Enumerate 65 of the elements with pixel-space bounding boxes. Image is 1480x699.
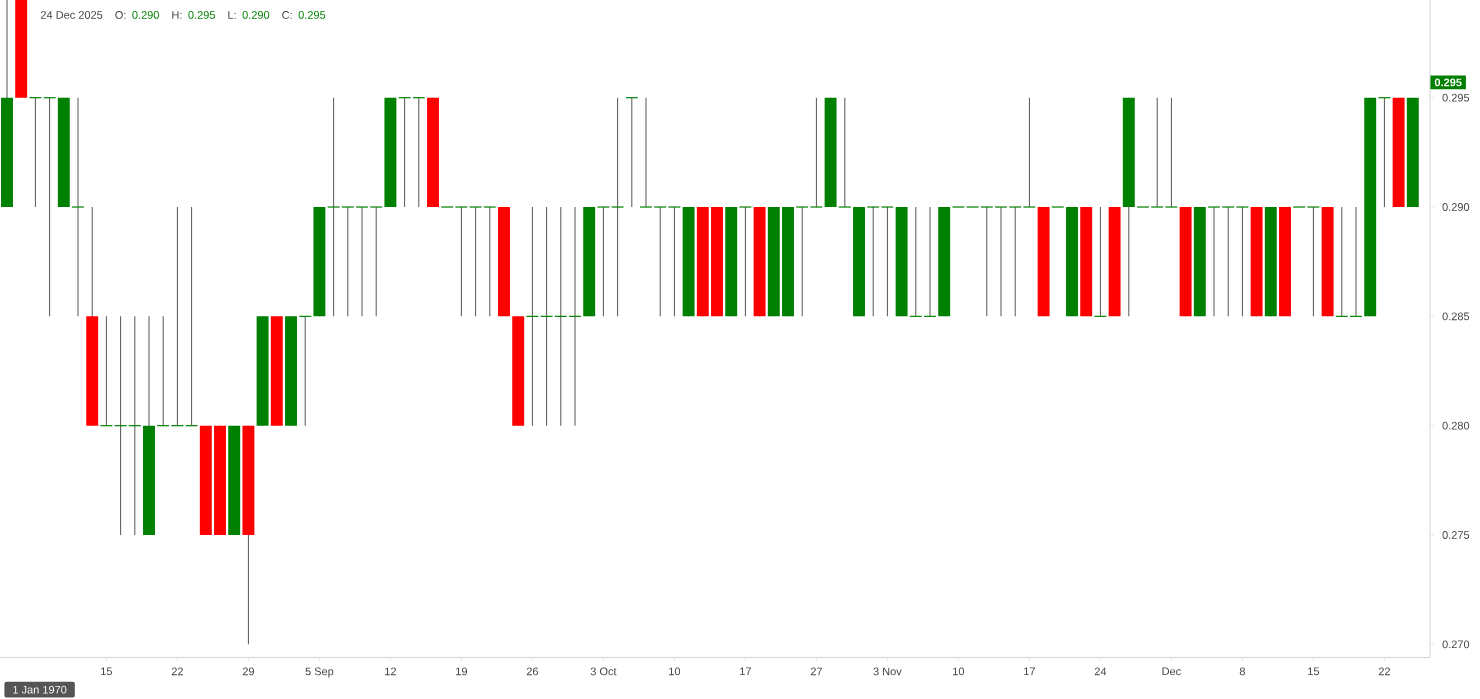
candlestick (1022, 97, 1036, 208)
y-tick-label: 0.275 (1442, 531, 1470, 539)
x-tick-label: Dec (1162, 667, 1181, 676)
candlestick (469, 206, 483, 317)
y-tick-label: 0.270 (1442, 640, 1470, 649)
candlestick (341, 206, 355, 317)
candlestick (1164, 97, 1178, 208)
annotation: L: (228, 11, 236, 19)
annotation: 0.295 (298, 11, 326, 19)
annotation: 0.290 (242, 11, 270, 19)
y-tick-label: 0.285 (1442, 312, 1470, 321)
x-tick-label: 22 (171, 667, 183, 676)
annotation: H: (172, 11, 182, 19)
x-tick-label: 3 Nov (873, 667, 902, 676)
candlestick (1150, 97, 1164, 208)
candlestick (866, 206, 880, 317)
x-tick-label: 10 (669, 667, 681, 676)
x-tick-label: 29 (242, 667, 255, 676)
candlestick (1221, 206, 1235, 317)
x-tick-label: 15 (101, 667, 113, 676)
candlestick (838, 97, 852, 208)
candlestick (639, 97, 653, 208)
x-tick-label: 17 (1024, 667, 1035, 676)
x-tick-label: 26 (526, 667, 539, 676)
annotation: O: (115, 11, 126, 19)
annotation: 0.290 (132, 11, 159, 19)
candlestick (653, 206, 667, 317)
candlestick (71, 97, 85, 317)
candlestick (611, 97, 625, 317)
candlestick (667, 206, 681, 317)
y-tick-label: 0.280 (1442, 421, 1470, 430)
x-tick-label: 8 (1239, 667, 1245, 676)
y-tick-label: 0.295 (1442, 93, 1470, 102)
text: 1 Jan 1970 (13, 685, 67, 694)
x-tick-label: 27 (810, 667, 822, 676)
y-tick-label: 0.290 (1442, 203, 1470, 211)
x-tick-label: 12 (385, 667, 396, 676)
x-tick-label: 17 (740, 667, 751, 676)
candlestick (327, 97, 341, 317)
candlestick (355, 206, 369, 317)
x-tick-label: 5 Sep (305, 667, 334, 678)
candlestick (994, 206, 1008, 317)
candlestick (1008, 206, 1022, 317)
text: 24 Dec 2025 (40, 11, 103, 19)
x-tick-label: 15 (1308, 667, 1320, 676)
candlestick (809, 97, 823, 208)
candlestick (483, 206, 497, 317)
x-tick-label: 24 (1094, 667, 1107, 676)
text: 0.295 (1434, 78, 1462, 87)
annotation: C: (282, 11, 292, 19)
annotation: 0.295 (188, 11, 215, 19)
candlestick (795, 206, 809, 317)
x-tick-label: 22 (1378, 667, 1390, 676)
x-tick-label: 19 (456, 667, 468, 676)
candlestick (1306, 206, 1320, 317)
candlestick (738, 206, 752, 317)
candlestick (369, 206, 383, 317)
x-tick-label: 3 Oct (590, 667, 617, 676)
candlestick (1207, 206, 1221, 317)
candlestick (454, 206, 468, 317)
x-tick-label: 10 (953, 667, 965, 676)
candlestick (596, 206, 610, 317)
candlestick (880, 206, 894, 317)
candlestick (980, 206, 994, 317)
candlestick (1235, 206, 1249, 317)
